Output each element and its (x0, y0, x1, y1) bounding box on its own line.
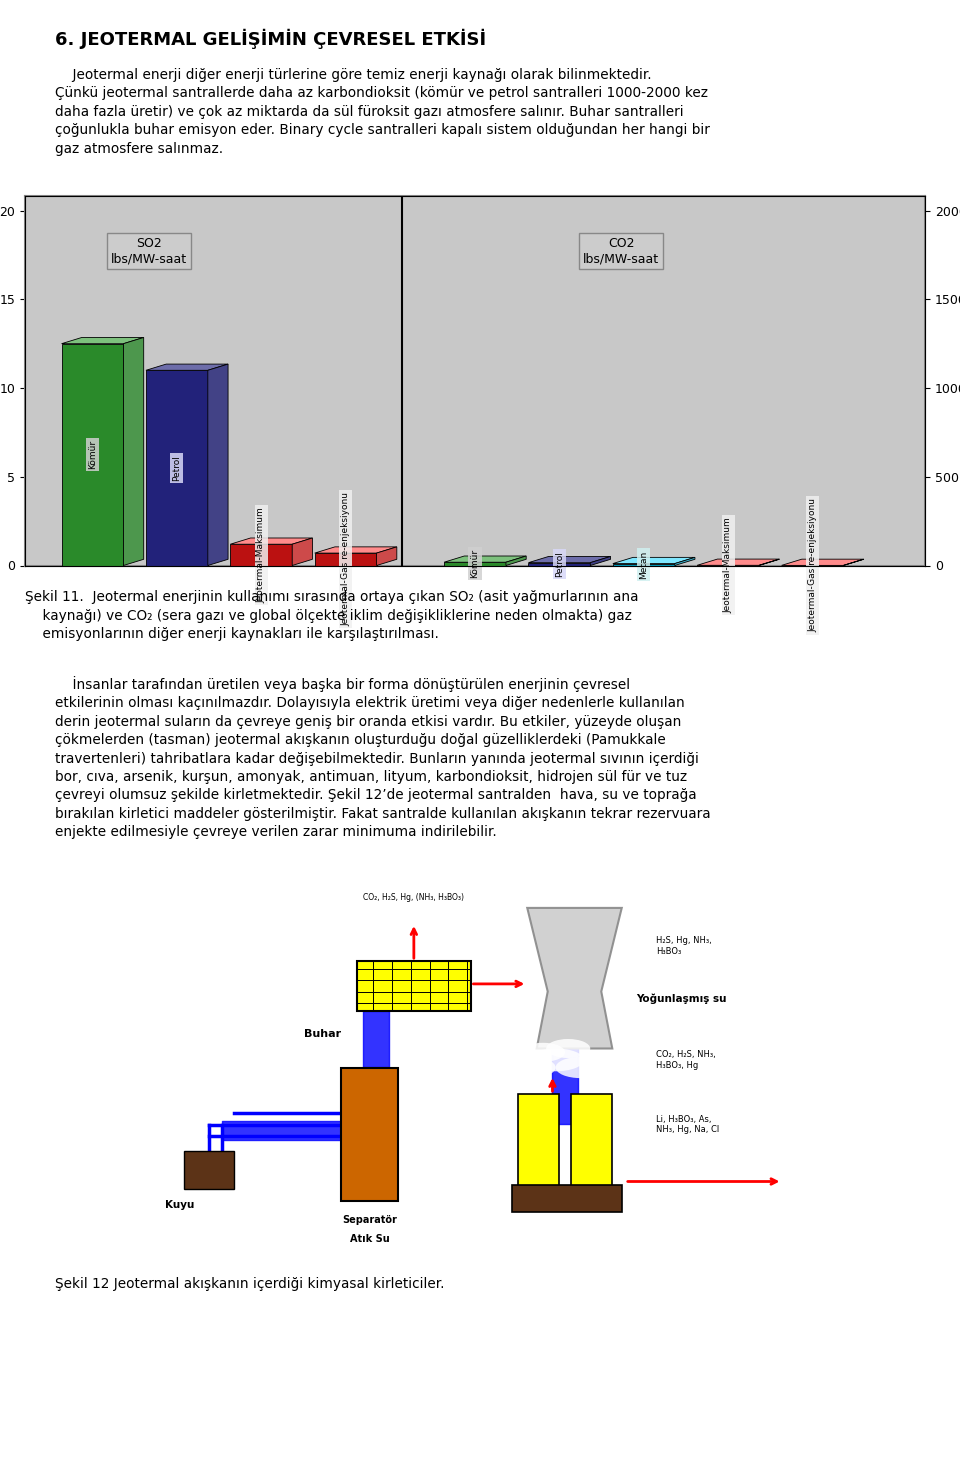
Text: Yoğunlaşmış su: Yoğunlaşmış su (636, 994, 727, 1004)
Ellipse shape (521, 1042, 565, 1061)
Ellipse shape (537, 886, 574, 900)
Ellipse shape (398, 919, 436, 934)
Text: Şekil 12 Jeotermal akışkanın içerdiği kimyasal kirleticiler.: Şekil 12 Jeotermal akışkanın içerdiği ki… (55, 1278, 444, 1291)
Bar (512, 1186, 622, 1212)
Text: Petrol: Petrol (173, 455, 181, 480)
Polygon shape (528, 556, 611, 562)
Polygon shape (376, 548, 396, 565)
Text: Atık Su: Atık Su (349, 1234, 390, 1244)
Text: Li, H₃BO₃, As,
NH₃, Hg, Na, Cl: Li, H₃BO₃, As, NH₃, Hg, Na, Cl (657, 1114, 720, 1135)
Ellipse shape (546, 1039, 590, 1058)
Ellipse shape (372, 924, 411, 938)
Ellipse shape (527, 1048, 584, 1072)
Ellipse shape (574, 886, 612, 900)
Polygon shape (697, 559, 780, 565)
Text: Kömür: Kömür (470, 549, 479, 578)
Polygon shape (590, 556, 611, 565)
Polygon shape (230, 537, 312, 545)
Text: Jeotermal enerji diğer enerji türlerine göre temiz enerji kaynağı olarak bilinme: Jeotermal enerji diğer enerji türlerine … (55, 67, 709, 155)
Bar (184, 1151, 234, 1189)
Ellipse shape (505, 1057, 556, 1078)
Text: Kömür: Kömür (88, 441, 97, 468)
Text: CO₂, H₂S, NH₃,
H₃BO₃, Hg: CO₂, H₂S, NH₃, H₃BO₃, Hg (657, 1050, 716, 1070)
Text: CO2
lbs/MW-saat: CO2 lbs/MW-saat (583, 237, 660, 265)
Polygon shape (675, 558, 695, 565)
Ellipse shape (379, 924, 429, 946)
Text: SO2
lbs/MW-saat: SO2 lbs/MW-saat (110, 237, 187, 265)
Polygon shape (612, 564, 675, 565)
Text: Buhar: Buhar (304, 1029, 341, 1039)
Ellipse shape (408, 933, 451, 952)
Text: Jeotermal-Maksimum: Jeotermal-Maksimum (256, 507, 266, 603)
Text: Metan: Metan (639, 550, 648, 578)
Text: Kuyu: Kuyu (165, 1200, 194, 1211)
Text: Şekil 11.  Jeotermal enerjinin kullanımı sırasında ortaya çıkan SO₂ (asit yağmur: Şekil 11. Jeotermal enerjinin kullanımı … (25, 590, 638, 641)
Bar (342, 1067, 398, 1200)
Ellipse shape (357, 933, 401, 952)
Text: CO₂, H₂S, Hg, (NH₃, H₃BO₃): CO₂, H₂S, Hg, (NH₃, H₃BO₃) (363, 893, 465, 902)
Bar (571, 1094, 612, 1189)
Polygon shape (315, 548, 396, 553)
Polygon shape (612, 558, 695, 564)
Bar (357, 960, 470, 1010)
Polygon shape (759, 559, 780, 565)
Text: Jeotermal-Maksimum: Jeotermal-Maksimum (724, 517, 732, 613)
Polygon shape (506, 556, 526, 565)
Polygon shape (528, 562, 590, 565)
Text: H₂S, Hg, NH₃,
H₃BO₃: H₂S, Hg, NH₃, H₃BO₃ (657, 935, 712, 956)
Text: 6. JEOTERMAL GELİŞİMİN ÇEVRESEL ETKİSİ: 6. JEOTERMAL GELİŞİMİN ÇEVRESEL ETKİSİ (55, 29, 486, 50)
Text: Jeotermal-Gas re-enjeksiyonu: Jeotermal-Gas re-enjeksiyonu (341, 492, 350, 627)
Polygon shape (315, 553, 376, 565)
Polygon shape (444, 556, 526, 562)
Ellipse shape (552, 880, 596, 897)
Text: Jeotermal-Gas re-enjeksiyonu: Jeotermal-Gas re-enjeksiyonu (808, 498, 817, 632)
Polygon shape (527, 908, 622, 1048)
Polygon shape (61, 338, 144, 344)
Polygon shape (444, 562, 506, 565)
Text: Separatör: Separatör (343, 1215, 397, 1225)
Polygon shape (781, 559, 864, 565)
Text: İnsanlar tarafından üretilen veya başka bir forma dönüştürülen enerjinin çevrese: İnsanlar tarafından üretilen veya başka … (55, 676, 710, 839)
Polygon shape (292, 537, 312, 565)
Polygon shape (230, 545, 292, 565)
Polygon shape (124, 338, 144, 565)
Text: Petrol: Petrol (555, 550, 564, 577)
Ellipse shape (556, 1057, 606, 1078)
Bar (517, 1094, 559, 1189)
Polygon shape (146, 365, 228, 370)
Polygon shape (61, 344, 124, 565)
Polygon shape (207, 365, 228, 565)
Polygon shape (844, 559, 864, 565)
Polygon shape (146, 370, 207, 565)
